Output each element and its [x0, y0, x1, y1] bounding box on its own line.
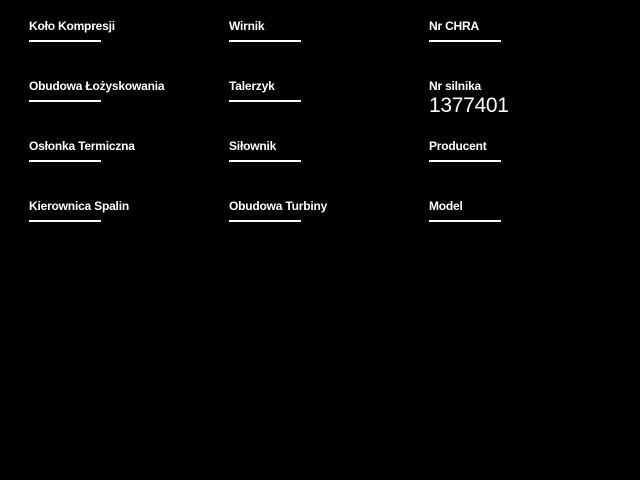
empty-lower-area: [0, 250, 640, 480]
form-field[interactable]: Koło Kompresji: [29, 19, 229, 42]
form-field[interactable]: Obudowa Turbiny: [229, 199, 429, 222]
form-field[interactable]: Nr CHRA: [429, 19, 629, 42]
field-blank-rule[interactable]: [29, 100, 101, 102]
field-label: Wirnik: [229, 19, 265, 33]
field-blank-rule[interactable]: [29, 220, 101, 222]
field-blank-rule[interactable]: [29, 160, 101, 162]
field-blank-rule[interactable]: [429, 40, 501, 42]
form-field[interactable]: Producent: [429, 139, 629, 162]
field-label: Nr CHRA: [429, 19, 479, 33]
field-label: Obudowa Łożyskowania: [29, 79, 165, 93]
field-label: Kierownica Spalin: [29, 199, 129, 213]
form-field[interactable]: Talerzyk: [229, 79, 429, 102]
field-label: Koło Kompresji: [29, 19, 115, 33]
form-field[interactable]: Wirnik: [229, 19, 429, 42]
field-value[interactable]: 1377401: [429, 94, 509, 117]
form-field[interactable]: Model: [429, 199, 629, 222]
field-blank-rule[interactable]: [429, 220, 501, 222]
form-field[interactable]: Osłonka Termiczna: [29, 139, 229, 162]
field-label: Siłownik: [229, 139, 277, 153]
field-label: Producent: [429, 139, 487, 153]
form-field[interactable]: Obudowa Łożyskowania: [29, 79, 229, 102]
field-grid: Koło Kompresji Obudowa Łożyskowania Osłonk…: [29, 19, 629, 222]
field-blank-rule[interactable]: [229, 40, 301, 42]
field-blank-rule[interactable]: [429, 160, 501, 162]
form-field[interactable]: Kierownica Spalin: [29, 199, 229, 222]
field-label: Nr silnika: [429, 79, 482, 93]
field-label: Model: [429, 199, 463, 213]
form-field[interactable]: Nr silnika 1377401: [429, 79, 629, 117]
field-blank-rule[interactable]: [29, 40, 101, 42]
field-blank-rule[interactable]: [229, 220, 301, 222]
field-label: Osłonka Termiczna: [29, 139, 135, 153]
field-label: Talerzyk: [229, 79, 275, 93]
field-blank-rule[interactable]: [229, 160, 301, 162]
field-label: Obudowa Turbiny: [229, 199, 328, 213]
form-field[interactable]: Siłownik: [229, 139, 429, 162]
field-blank-rule[interactable]: [229, 100, 301, 102]
